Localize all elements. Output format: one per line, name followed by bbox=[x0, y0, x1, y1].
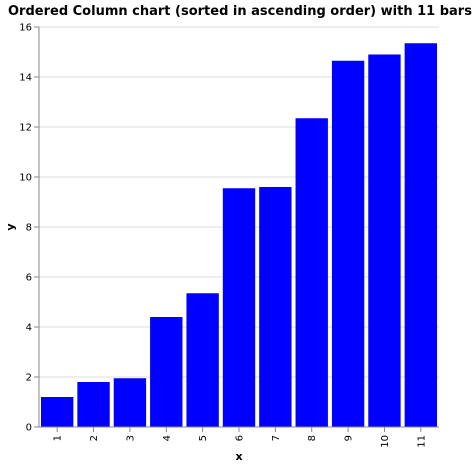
bar bbox=[41, 397, 74, 427]
bars bbox=[41, 43, 437, 427]
y-tick-label: 12 bbox=[19, 123, 32, 134]
x-tick-label: 4 bbox=[162, 435, 173, 441]
y-tick-label: 8 bbox=[26, 223, 32, 234]
bar bbox=[259, 187, 292, 427]
x-tick-label: 5 bbox=[198, 435, 209, 441]
y-tick-label: 10 bbox=[19, 173, 32, 184]
x-tick-label: 2 bbox=[89, 435, 100, 441]
bar bbox=[222, 188, 256, 427]
y-tick-label: 14 bbox=[19, 73, 32, 84]
y-axis-label: y bbox=[4, 223, 17, 230]
bar bbox=[331, 60, 365, 427]
y-tick-label: 2 bbox=[26, 373, 32, 384]
x-axis-label: x bbox=[235, 450, 242, 463]
chart-title: Ordered Column chart (sorted in ascendin… bbox=[8, 4, 472, 19]
x-tick-label: 10 bbox=[380, 435, 391, 448]
y-tick-label: 0 bbox=[26, 423, 32, 434]
bar bbox=[150, 317, 183, 427]
y-tick-label: 4 bbox=[26, 323, 32, 334]
y-tick-label: 6 bbox=[26, 273, 32, 284]
x-tick-label: 9 bbox=[344, 435, 355, 441]
x-tick-label: 1 bbox=[53, 435, 64, 441]
bar bbox=[295, 118, 328, 427]
bar bbox=[113, 378, 147, 427]
bar bbox=[404, 43, 437, 427]
x-tick-label: 3 bbox=[125, 435, 136, 441]
bar bbox=[186, 293, 219, 427]
x-tick-label: 6 bbox=[235, 435, 246, 441]
y-tick-label: 16 bbox=[19, 23, 32, 34]
bar bbox=[368, 54, 401, 427]
x-tick-label: 8 bbox=[307, 435, 318, 441]
bar bbox=[77, 382, 110, 427]
x-tick-label: 11 bbox=[416, 435, 427, 448]
x-tick-label: 7 bbox=[271, 435, 282, 441]
